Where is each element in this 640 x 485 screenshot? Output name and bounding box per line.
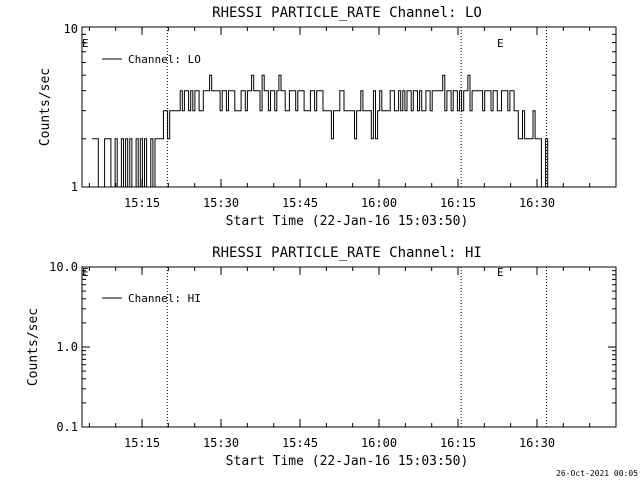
- panel-hi-xtick-label: 16:30: [519, 436, 555, 450]
- panel-lo-title: RHESSI PARTICLE_RATE Channel: LO: [212, 5, 482, 21]
- panel-hi-ylabel: Counts/sec: [26, 308, 41, 386]
- panel-hi-legend-entry: Channel: HI: [128, 292, 201, 305]
- panel-hi-xtick-label: 16:00: [361, 436, 397, 450]
- panel-lo-ytick-0: 1: [71, 180, 78, 194]
- panel-lo-xlabel: Start Time (22-Jan-16 15:03:50): [226, 214, 469, 229]
- panel-lo-legend-entry: Channel: LO: [128, 53, 201, 66]
- panel-lo-event-label-1: E: [497, 37, 504, 50]
- panel-lo-xtick-label: 15:15: [124, 196, 160, 210]
- panel-hi-xtick-label: 15:45: [282, 436, 318, 450]
- panel-hi-title: RHESSI PARTICLE_RATE Channel: HI: [212, 245, 482, 261]
- panel-lo-series-line: [92, 74, 554, 188]
- panel-lo-frame: [81, 26, 617, 188]
- panel-hi-ytick-2: 10.0: [49, 260, 78, 274]
- panel-hi-ytick-0: 0.1: [56, 420, 78, 434]
- panel-hi-xtick-label: 15:30: [203, 436, 239, 450]
- panel-lo-ylabel: Counts/sec: [38, 68, 53, 146]
- panel-lo-xtick-label: 16:00: [361, 196, 397, 210]
- panel-hi-frame: [81, 266, 617, 428]
- panel-lo-xtick-label: 16:30: [519, 196, 555, 210]
- panel-lo-event-label-0: E: [82, 37, 89, 50]
- panel-lo-xtick-label: 15:45: [282, 196, 318, 210]
- panel-hi-ytick-1: 1.0: [56, 340, 78, 354]
- panel-hi-xtick-label: 15:15: [124, 436, 160, 450]
- panel-lo-xtick-label: 16:15: [440, 196, 476, 210]
- panel-hi: RHESSI PARTICLE_RATE Channel: HI Counts/…: [26, 245, 617, 469]
- panel-lo-xtick-label: 15:30: [203, 196, 239, 210]
- timestamp: 26-Oct-2021 00:05: [556, 469, 638, 478]
- panel-hi-xlabel: Start Time (22-Jan-16 15:03:50): [226, 454, 469, 469]
- panel-hi-event-label-0: E: [82, 266, 89, 279]
- panel-lo-ytick-1: 10: [64, 22, 78, 36]
- panel-lo: RHESSI PARTICLE_RATE Channel: LO Counts/…: [38, 5, 617, 229]
- panel-hi-xtick-label: 16:15: [440, 436, 476, 450]
- panel-hi-event-label-1: E: [497, 266, 504, 279]
